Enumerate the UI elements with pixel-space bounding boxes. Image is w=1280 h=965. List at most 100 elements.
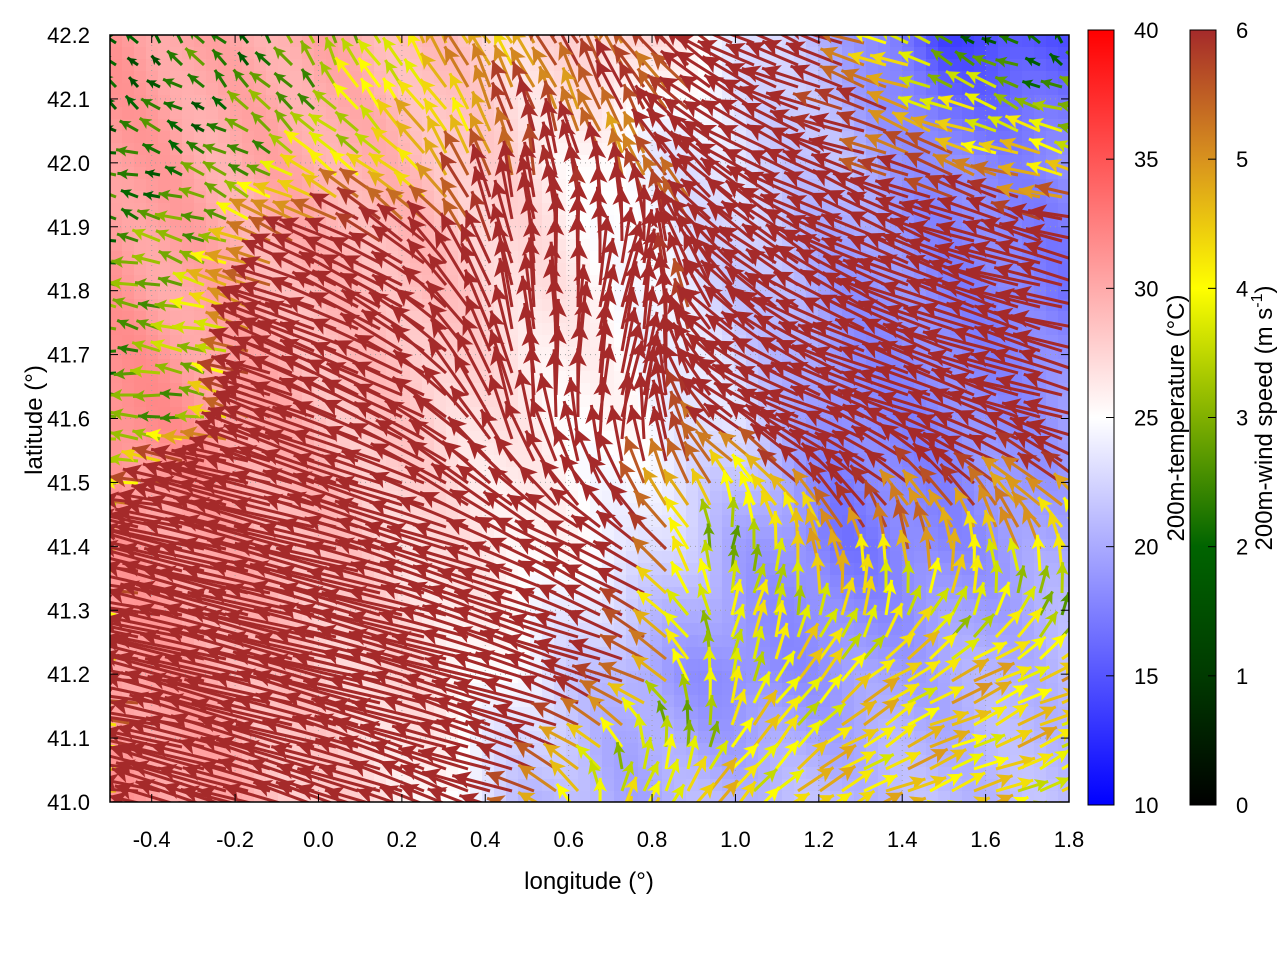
heatmap-cell (146, 131, 159, 144)
heatmap-cell (158, 263, 171, 276)
heatmap-cell (854, 131, 867, 144)
heatmap-cell (698, 683, 711, 696)
heatmap-cell (158, 83, 171, 96)
heatmap-cell (110, 35, 123, 48)
heatmap-cell (158, 131, 171, 144)
heatmap-cell (518, 359, 531, 372)
heatmap-cell (290, 59, 303, 72)
heatmap-cell (146, 263, 159, 276)
heatmap-cell (182, 95, 195, 108)
heatmap-cell (1034, 47, 1047, 60)
heatmap-cell (686, 659, 699, 672)
heatmap-cell (134, 107, 147, 120)
heatmap-cell (122, 107, 135, 120)
heatmap-cell (398, 35, 411, 48)
heatmap-cell (146, 179, 159, 192)
heatmap-cell (134, 179, 147, 192)
heatmap-cell (170, 395, 183, 408)
heatmap-cell (914, 551, 927, 564)
heatmap-cell (254, 119, 267, 132)
heatmap-cell (158, 107, 171, 120)
heatmap-cell (314, 143, 327, 156)
heatmap-cell (374, 83, 387, 96)
heatmap-cell (710, 683, 723, 696)
heatmap-cell (134, 155, 147, 168)
heatmap-cell (986, 623, 999, 636)
heatmap-cell (1046, 107, 1059, 120)
heatmap-cell (278, 119, 291, 132)
heatmap-cell (110, 47, 123, 60)
heatmap-cell (698, 719, 711, 732)
heatmap-cell (1058, 59, 1069, 72)
heatmap-cell (686, 491, 699, 504)
heatmap-cell (950, 107, 963, 120)
heatmap-cell (170, 155, 183, 168)
heatmap-cell (278, 35, 291, 48)
heatmap-cell (266, 143, 279, 156)
heatmap-cell (134, 287, 147, 300)
heatmap-cell (278, 143, 291, 156)
heatmap-cell (170, 203, 183, 216)
heatmap-cell (674, 107, 687, 120)
heatmap-cell (422, 71, 435, 84)
heatmap-cell (614, 227, 627, 240)
heatmap-cell (974, 107, 987, 120)
heatmap-cell (1058, 83, 1069, 96)
heatmap-cell (1046, 95, 1059, 108)
heatmap-cell (578, 719, 591, 732)
heatmap-cell (302, 83, 315, 96)
heatmap-cell (194, 179, 207, 192)
heatmap-cell (686, 599, 699, 612)
heatmap-cell (206, 107, 219, 120)
heatmap-cell (242, 143, 255, 156)
heatmap-cell (434, 395, 447, 408)
heatmap-cell (662, 575, 675, 588)
heatmap-cell (290, 143, 303, 156)
heatmap-cell (686, 539, 699, 552)
heatmap-cell (830, 575, 843, 588)
heatmap-cell (890, 47, 903, 60)
heatmap-cell (1058, 155, 1069, 168)
heatmap-cell (710, 515, 723, 528)
heatmap-cell (278, 83, 291, 96)
heatmap-cell (158, 47, 171, 60)
heatmap-cell (302, 155, 315, 168)
heatmap-cell (110, 335, 123, 348)
heatmap-cell (506, 83, 519, 96)
heatmap-cell (230, 59, 243, 72)
heatmap-cell (974, 35, 987, 48)
heatmap-cell (794, 659, 807, 672)
heatmap-cell (974, 59, 987, 72)
heatmap-cell (182, 119, 195, 132)
heatmap-cell (218, 131, 231, 144)
heatmap-cell (290, 119, 303, 132)
heatmap-cell (422, 155, 435, 168)
heatmap-cell (110, 359, 123, 372)
heatmap-cell (914, 599, 927, 612)
heatmap-cell (686, 623, 699, 636)
heatmap-cell (206, 131, 219, 144)
heatmap-cell (710, 467, 723, 480)
heatmap-cell (914, 47, 927, 60)
heatmap-cell (146, 311, 159, 324)
heatmap-cell (578, 155, 591, 168)
heatmap-cell (710, 575, 723, 588)
heatmap-cell (710, 563, 723, 576)
heatmap-cell (1058, 107, 1069, 120)
heatmap-cell (350, 143, 363, 156)
heatmap-cell (266, 95, 279, 108)
heatmap-cell (698, 731, 711, 744)
heatmap-cell (986, 155, 999, 168)
heatmap-cell (182, 35, 195, 48)
heatmap-cell (434, 83, 447, 96)
heatmap-cell (710, 587, 723, 600)
heatmap-cell (122, 239, 135, 252)
heatmap-cell (674, 731, 687, 744)
heatmap-cell (410, 107, 423, 120)
heatmap-cell (1046, 551, 1059, 564)
heatmap-cell (710, 623, 723, 636)
heatmap-cell (842, 527, 855, 540)
heatmap-cell (830, 131, 843, 144)
heatmap-cell (950, 215, 963, 228)
heatmap-cell (134, 35, 147, 48)
